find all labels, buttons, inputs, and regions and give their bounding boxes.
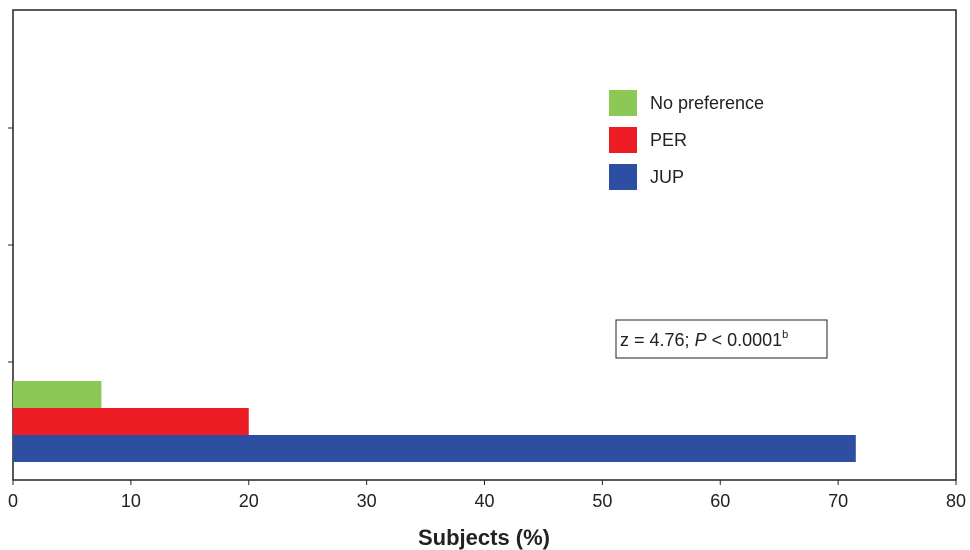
bar-per: [13, 408, 249, 435]
x-tick-label-70: 70: [828, 491, 848, 511]
stat-annotation: z = 4.76; P < 0.0001b: [615, 319, 828, 359]
legend-label-jup: JUP: [650, 167, 684, 187]
bars: [13, 381, 856, 462]
stat-annotation-text: z = 4.76; P < 0.0001b: [620, 329, 788, 350]
legend-swatch-jup: [609, 164, 637, 190]
legend-label-no-preference: No preference: [650, 93, 764, 113]
x-tick-label-10: 10: [121, 491, 141, 511]
x-tick-label-60: 60: [710, 491, 730, 511]
legend-swatch-per: [609, 127, 637, 153]
x-tick-label-50: 50: [592, 491, 612, 511]
x-tick-label-30: 30: [357, 491, 377, 511]
legend-swatch-no-preference: [609, 90, 637, 116]
x-tick-label-20: 20: [239, 491, 259, 511]
x-axis: 0 10 20 30 40 50 60 70 80: [8, 480, 966, 511]
y-axis-ticks: [8, 127, 13, 363]
legend-label-per: PER: [650, 130, 687, 150]
bar-no-preference: [13, 381, 102, 408]
legend: No preference PER JUP: [609, 90, 764, 190]
stat-annotation-box: [615, 319, 828, 359]
bar-jup: [13, 435, 856, 462]
x-tick-label-80: 80: [946, 491, 966, 511]
x-axis-title: Subjects (%): [418, 525, 550, 550]
x-tick-label-0: 0: [8, 491, 18, 511]
x-tick-label-40: 40: [474, 491, 494, 511]
